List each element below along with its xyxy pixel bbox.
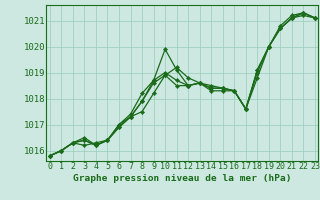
X-axis label: Graphe pression niveau de la mer (hPa): Graphe pression niveau de la mer (hPa) — [73, 174, 292, 183]
